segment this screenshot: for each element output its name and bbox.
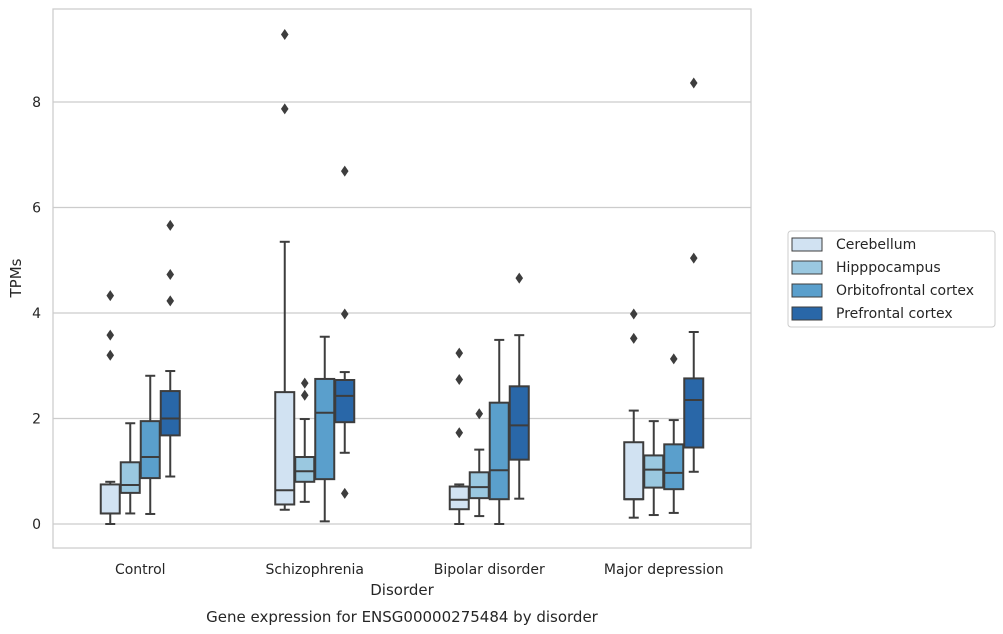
legend-swatch <box>791 306 823 321</box>
box-body <box>508 385 530 461</box>
outlier-point <box>166 219 175 231</box>
outlier-point <box>300 377 309 389</box>
box-orbitofrontal-cortex <box>488 338 510 525</box>
box-body <box>139 420 161 480</box>
y-tick-label: 0 <box>32 517 41 533</box>
box-prefrontal-cortex <box>683 77 705 473</box>
box-orbitofrontal-cortex <box>663 353 685 514</box>
outlier-point <box>280 28 289 40</box>
box-body <box>119 461 141 494</box>
box-orbitofrontal-cortex <box>314 335 336 523</box>
legend-swatch <box>791 237 823 252</box>
box-prefrontal-cortex <box>159 219 181 478</box>
outlier-point <box>629 308 638 320</box>
y-tick-label: 6 <box>32 201 41 217</box>
figure-caption: Gene expression for ENSG00000275484 by d… <box>206 608 599 626</box>
outlier-point <box>689 77 698 89</box>
box-hipppocampus <box>643 420 665 517</box>
outlier-point <box>106 349 115 361</box>
y-tick-label: 4 <box>32 306 41 322</box>
box-hipppocampus <box>294 377 316 503</box>
box-cerebellum <box>448 347 470 525</box>
outlier-point <box>340 308 349 320</box>
legend-item: Prefrontal cortex <box>791 306 953 322</box>
box-body <box>99 483 121 515</box>
y-tick-label: 8 <box>32 95 41 111</box>
x-tick-labels: Control Schizophrenia Bipolar disorder Majo… <box>115 562 724 578</box>
box-body <box>448 485 470 511</box>
x-tick-label: Control <box>115 562 166 578</box>
outlier-point <box>340 487 349 499</box>
legend-item: Cerebellum <box>791 237 916 253</box>
x-tick-label: Bipolar disorder <box>434 562 545 578</box>
outlier-point <box>166 268 175 280</box>
outlier-point <box>515 272 524 284</box>
legend-label: Prefrontal cortex <box>836 306 953 322</box>
box-body <box>334 378 356 424</box>
legend-frame <box>787 230 996 328</box>
box-cerebellum <box>99 290 121 525</box>
box-body <box>159 390 181 437</box>
box-body <box>643 454 665 489</box>
box-cerebellum <box>274 28 296 511</box>
y-tick-labels: 0 2 4 6 8 <box>32 95 41 533</box>
x-axis-label: Disorder <box>370 581 434 599</box>
plot-area-frame <box>52 8 752 549</box>
outlier-point <box>280 103 289 115</box>
outlier-point <box>455 427 464 439</box>
box-orbitofrontal-cortex <box>139 374 161 515</box>
legend-label: Orbitofrontal cortex <box>836 283 974 299</box>
box-cerebellum <box>623 308 645 519</box>
x-tick-label: Schizophrenia <box>266 562 364 578</box>
box-body <box>274 391 296 506</box>
legend-swatch <box>791 260 823 275</box>
boxes <box>99 28 705 525</box>
box-body <box>663 443 685 491</box>
outlier-point <box>106 290 115 302</box>
outlier-point <box>106 329 115 341</box>
box-prefrontal-cortex <box>334 165 356 499</box>
box-body <box>314 377 336 481</box>
box-hipppocampus <box>119 422 141 515</box>
legend-label: Hipppocampus <box>836 260 941 276</box>
outlier-point <box>475 408 484 420</box>
box-hipppocampus <box>468 408 490 518</box>
box-body <box>683 377 705 449</box>
x-tick-label: Major depression <box>604 562 724 578</box>
box-body <box>623 441 645 501</box>
outlier-point <box>455 347 464 359</box>
outlier-point <box>669 353 678 365</box>
legend-item: Orbitofrontal cortex <box>791 283 974 299</box>
legend-label: Cerebellum <box>836 237 916 253</box>
box-prefrontal-cortex <box>508 272 530 500</box>
outlier-point <box>166 295 175 307</box>
outlier-point <box>689 252 698 264</box>
outlier-point <box>629 332 638 344</box>
legend-swatch <box>791 283 823 298</box>
legend-item: Hipppocampus <box>791 260 941 276</box>
y-tick-label: 2 <box>32 412 41 428</box>
legend: Cerebellum Hipppocampus Orbitofrontal cort… <box>787 230 996 328</box>
outlier-point <box>300 389 309 401</box>
outlier-point <box>340 165 349 177</box>
box-body <box>294 456 316 483</box>
y-axis-label: TPMs <box>7 258 25 298</box>
box-body <box>488 401 510 501</box>
outlier-point <box>455 373 464 385</box>
box-body <box>468 471 490 500</box>
